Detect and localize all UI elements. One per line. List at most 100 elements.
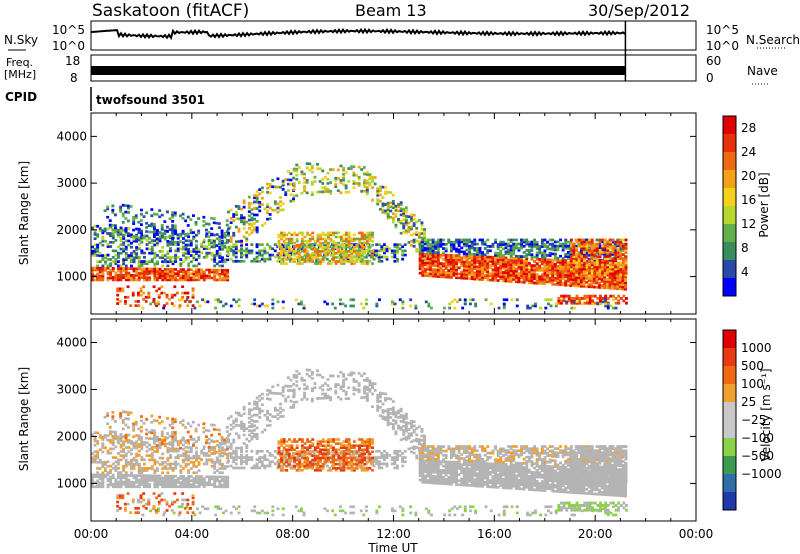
velocity-cell <box>226 477 230 481</box>
power-cell <box>465 254 469 258</box>
power-ytick-label: 4000 <box>56 129 87 143</box>
power-cell <box>624 287 627 291</box>
power-cell <box>561 257 565 260</box>
power-cell <box>604 298 608 302</box>
power-cell <box>282 248 286 251</box>
power-cell <box>431 264 435 267</box>
velocity-cell <box>163 479 167 482</box>
power-cell <box>604 302 608 306</box>
power-cell <box>462 244 466 248</box>
power-cell <box>130 235 133 239</box>
power-cell <box>173 224 177 228</box>
power-cell <box>577 257 581 260</box>
power-cell <box>525 266 529 269</box>
power-cell <box>161 254 165 257</box>
power-cell <box>117 278 120 282</box>
power-cell <box>583 297 587 300</box>
power-cell <box>160 236 164 239</box>
power-cell <box>240 259 243 263</box>
power-cell <box>184 243 188 247</box>
power-cell <box>577 269 581 273</box>
power-cell <box>308 256 312 259</box>
power-cell <box>465 240 469 244</box>
power-cell <box>574 278 578 281</box>
velocity-cell <box>155 419 159 423</box>
power-cell <box>148 230 152 234</box>
power-cell <box>363 241 367 245</box>
power-cell <box>339 191 343 195</box>
power-cell <box>336 245 340 249</box>
power-cell <box>276 300 280 304</box>
power-cell <box>501 260 505 264</box>
velocity-cell <box>135 434 139 437</box>
power-cell <box>156 254 159 257</box>
power-cell <box>316 254 320 257</box>
power-cell <box>168 228 172 231</box>
power-cell <box>544 306 548 310</box>
power-cell <box>245 253 249 257</box>
power-cell <box>463 298 467 302</box>
power-cell <box>572 249 576 252</box>
velocity-cell <box>143 476 146 480</box>
power-cell <box>430 306 433 310</box>
power-cell <box>106 215 110 219</box>
power-cell <box>332 250 335 253</box>
power-cell <box>572 251 576 254</box>
velocity-cell <box>124 434 128 437</box>
velocity-cell <box>221 467 224 470</box>
power-cell <box>577 255 581 258</box>
velocity-cell <box>197 485 201 489</box>
power-cell <box>323 186 327 189</box>
power-cell <box>363 189 367 193</box>
power-cell <box>337 252 341 255</box>
power-cell <box>134 235 138 238</box>
power-cell <box>293 231 296 235</box>
velocity-cell <box>218 460 222 464</box>
power-cell <box>525 242 529 246</box>
power-cell <box>460 274 464 278</box>
power-cell <box>279 200 282 204</box>
power-cell <box>161 250 165 253</box>
power-cell <box>483 253 487 257</box>
power-cell <box>137 242 141 246</box>
power-cell <box>347 231 351 235</box>
power-cell <box>559 261 562 264</box>
power-cell <box>303 250 307 253</box>
velocity-cell <box>127 446 131 449</box>
power-cell <box>577 240 581 244</box>
power-cell <box>140 219 143 222</box>
power-cell <box>292 184 296 187</box>
power-cell <box>145 278 149 282</box>
power-cell <box>197 250 201 253</box>
velocity-cell <box>184 477 188 480</box>
velocity-cell <box>218 475 222 479</box>
power-cell <box>162 306 166 310</box>
power-cell <box>223 274 227 278</box>
power-cell <box>520 246 523 250</box>
power-cell <box>215 278 219 282</box>
velocity-cell <box>250 425 254 428</box>
power-cell <box>512 269 516 273</box>
power-cell <box>494 262 497 265</box>
power-cell <box>119 273 123 277</box>
power-cell <box>323 255 327 259</box>
power-cell <box>470 259 474 262</box>
velocity-cell <box>106 479 110 483</box>
power-cell <box>286 243 290 246</box>
power-cell <box>585 265 589 269</box>
velocity-cell <box>156 483 159 486</box>
power-cell <box>93 247 97 251</box>
power-cell <box>357 178 361 181</box>
power-cell <box>517 255 521 258</box>
power-cell <box>426 255 430 258</box>
power-cell <box>577 244 581 248</box>
velocity-cell <box>153 476 157 480</box>
power-cell <box>462 250 466 254</box>
power-cell <box>421 259 425 262</box>
velocity-cell <box>135 459 139 462</box>
power-cell <box>587 283 591 286</box>
power-cell <box>357 182 361 185</box>
power-cell <box>520 272 523 275</box>
power-cell <box>221 276 224 280</box>
power-cell <box>347 237 351 241</box>
